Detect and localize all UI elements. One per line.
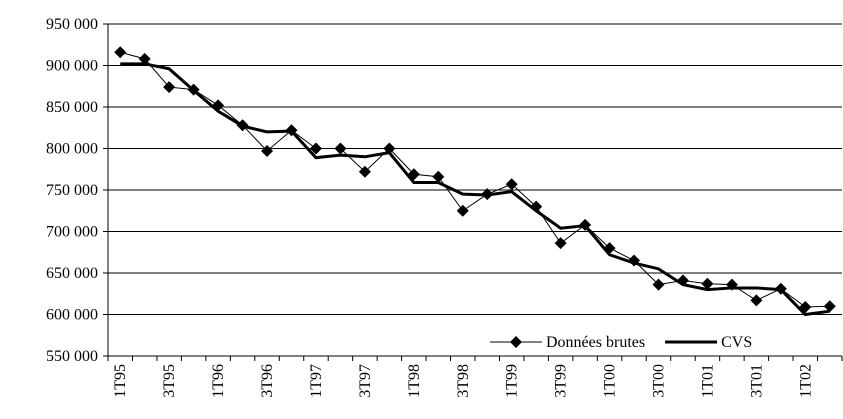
x-tick-label: 1T98 (406, 364, 423, 398)
x-tick-label: 1T99 (504, 364, 521, 398)
y-tick-label: 850 000 (46, 99, 98, 116)
x-tick-label: 1T00 (602, 364, 619, 398)
legend-label: Données brutes (546, 334, 645, 351)
x-tick-label: 3T01 (748, 364, 765, 398)
data-point (652, 278, 665, 291)
x-tick-label: 3T97 (357, 364, 374, 398)
y-tick-label: 750 000 (46, 182, 98, 199)
y-tick-label: 700 000 (46, 224, 98, 241)
data-point (823, 300, 836, 313)
x-tick-label: 3T95 (161, 364, 178, 398)
data-point (383, 142, 396, 155)
series-line (120, 51, 830, 308)
series-line (120, 62, 830, 317)
x-tick-label: 3T98 (455, 364, 472, 398)
data-point (456, 204, 469, 217)
x-tick-label: 3T00 (651, 364, 668, 398)
x-tick-label: 3T96 (259, 364, 276, 398)
x-tick-label: 3T99 (553, 364, 570, 398)
x-tick-label: 1T97 (308, 364, 325, 398)
data-point (701, 277, 714, 290)
data-point (138, 52, 151, 65)
x-tick-label: 1T02 (797, 364, 814, 398)
data-point (432, 170, 445, 183)
data-point (114, 46, 127, 59)
y-tick-label: 950 000 (46, 16, 98, 33)
y-tick-label: 800 000 (46, 141, 98, 158)
y-tick-label: 900 000 (46, 58, 98, 75)
y-tick-label: 650 000 (46, 265, 98, 282)
data-point (750, 294, 763, 307)
data-point (505, 178, 518, 191)
y-tick-label: 550 000 (46, 348, 98, 365)
y-tick-label: 600 000 (46, 307, 98, 324)
data-point (334, 142, 347, 155)
x-tick-label: 1T01 (699, 364, 716, 398)
data-point (163, 81, 176, 94)
legend-marker (510, 336, 522, 348)
data-point (309, 142, 322, 155)
x-tick-label: 1T96 (210, 364, 227, 398)
x-tick-label: 1T95 (112, 364, 129, 398)
legend-label: CVS (721, 334, 752, 351)
data-point (358, 165, 371, 178)
data-point (554, 237, 567, 250)
data-point (261, 144, 274, 157)
